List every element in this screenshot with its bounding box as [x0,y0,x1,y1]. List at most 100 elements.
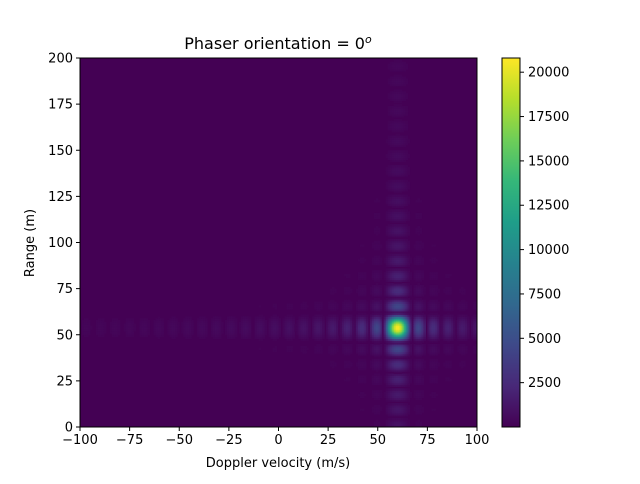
heatmap-cell [232,327,236,330]
heatmap-cell [389,377,393,380]
heatmap-cell [393,174,397,177]
heatmap-cell [395,211,399,214]
heatmap-cell [399,238,403,242]
heatmap-cell [197,321,200,325]
heatmap-cell [375,275,379,279]
heatmap-cell [435,305,438,308]
heatmap-cell [375,248,379,251]
heatmap-cell [407,198,411,201]
heatmap-cell [413,393,417,397]
heatmap-cell [393,224,397,227]
heatmap-cell [216,318,220,321]
heatmap-cell [254,319,258,323]
heatmap-cell [328,351,331,354]
heatmap-cell [387,224,391,227]
heatmap-cell [407,399,411,402]
heatmap-cell [306,325,309,328]
heatmap-cell [302,332,305,336]
heatmap-cell [272,327,276,330]
heatmap-cell [344,362,347,365]
heatmap-cell [393,279,397,282]
heatmap-cell [375,316,379,319]
heatmap-cell [344,331,347,334]
heatmap-cell [286,323,290,327]
heatmap-cell [405,238,409,242]
heatmap-cell [296,327,299,330]
heatmap-cell [433,345,436,349]
heatmap-cell [365,325,369,328]
heatmap-cell [377,391,381,395]
heatmap-cell [211,319,214,323]
heatmap-cell [401,286,405,290]
heatmap-cell [413,338,417,341]
heatmap-cell [113,331,117,334]
heatmap-cell [145,321,149,325]
heatmap-cell [270,334,274,338]
heatmap-cell [369,336,373,340]
heatmap-cell [407,377,411,380]
heatmap-cell [407,248,411,251]
heatmap-cell [226,332,230,336]
heatmap-cell [373,325,377,328]
heatmap-cell [417,299,421,303]
heatmap-cell [437,362,440,365]
heatmap-cell [387,358,391,362]
heatmap-cell [171,321,174,325]
heatmap-cell [300,338,303,341]
heatmap-cell [391,155,395,159]
heatmap-cell [377,319,381,323]
heatmap-cell [342,307,345,310]
heatmap-cell [387,181,391,185]
heatmap-cell [377,321,381,325]
heatmap-cell [397,404,401,408]
heatmap-cell [361,290,365,293]
heatmap-cell [461,325,464,328]
heatmap-cell [373,270,377,273]
heatmap-cell [399,233,403,236]
heatmap-cell [383,319,387,323]
heatmap-cell [409,353,413,356]
heatmap-cell [161,332,164,336]
heatmap-cell [383,351,387,354]
heatmap-cell [344,288,347,292]
heatmap-cell [437,323,440,327]
heatmap-cell [403,292,407,295]
heatmap-cell [385,244,389,247]
heatmap-cell [213,327,216,330]
heatmap-cell [387,292,391,295]
heatmap-cell [399,382,403,386]
heatmap-cell [397,155,401,159]
heatmap-cell [401,379,405,382]
heatmap-cell [127,321,131,325]
heatmap-cell [375,301,379,304]
heatmap-cell [125,319,129,323]
heatmap-cell [387,340,391,343]
heatmap-cell [359,277,363,280]
heatmap-cell [459,347,462,351]
heatmap-cell [445,275,448,279]
heatmap-cell [256,318,260,321]
heatmap-cell [441,319,444,323]
heatmap-cell [447,316,450,319]
heatmap-cell [85,318,89,321]
heatmap-cell [405,152,409,155]
heatmap-cell [139,323,143,327]
heatmap-cell [415,260,419,264]
heatmap-cell [405,268,409,271]
heatmap-cell [421,262,424,266]
heatmap-cell [419,353,423,356]
heatmap-cell [336,329,339,332]
heatmap-cell [353,325,357,328]
heatmap-cell [397,308,401,312]
heatmap-cell [417,242,421,245]
heatmap-cell [401,170,405,173]
heatmap-cell [383,312,387,316]
heatmap-cell [320,314,323,317]
heatmap-cell [433,393,436,397]
heatmap-cell [334,327,337,330]
heatmap-cell [407,172,411,175]
heatmap-cell [391,181,395,185]
heatmap-cell [401,183,405,186]
heatmap-cell [405,377,409,380]
heatmap-cell [459,332,462,336]
